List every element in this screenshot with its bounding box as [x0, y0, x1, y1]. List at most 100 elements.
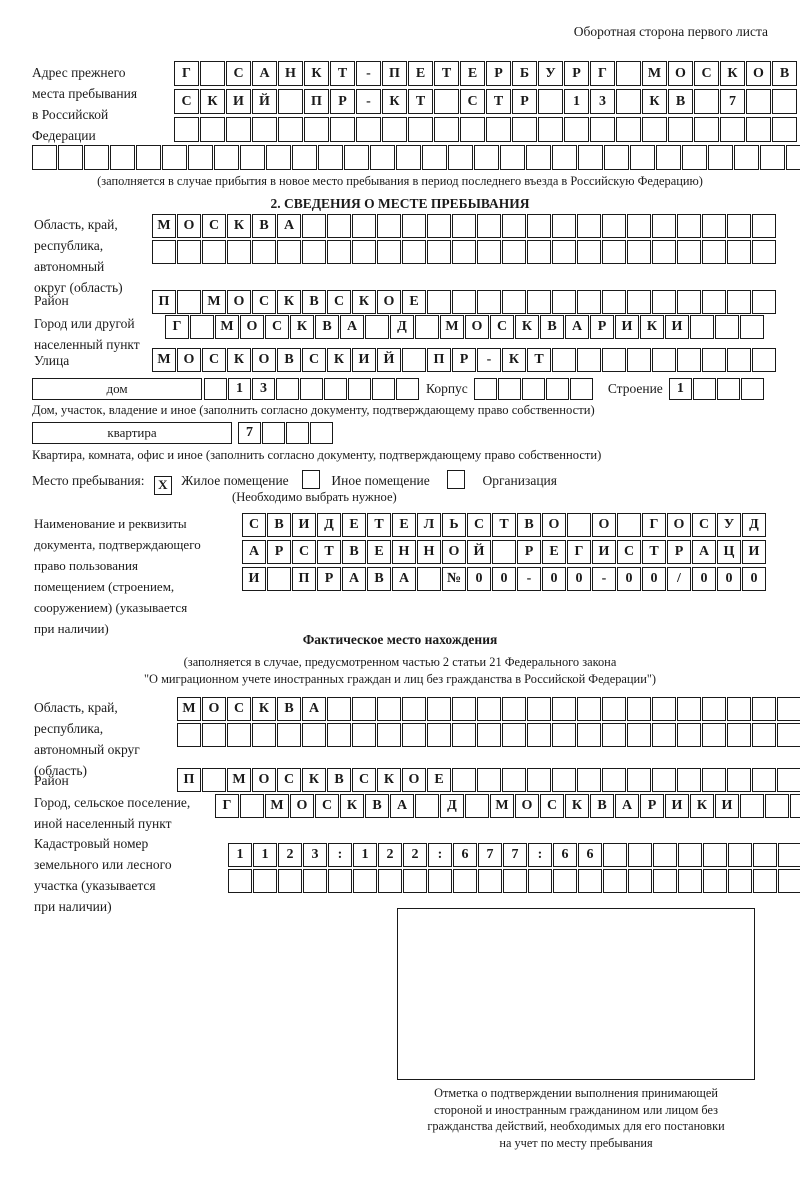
- char-box[interactable]: [702, 697, 726, 721]
- char-box[interactable]: [262, 422, 285, 444]
- char-box[interactable]: В: [772, 61, 797, 86]
- char-box[interactable]: О: [240, 315, 264, 339]
- char-box[interactable]: [777, 768, 800, 792]
- char-box[interactable]: В: [365, 794, 389, 818]
- char-box[interactable]: [652, 240, 676, 264]
- char-box[interactable]: [452, 240, 476, 264]
- char-box[interactable]: 0: [642, 567, 666, 591]
- char-box[interactable]: [627, 768, 651, 792]
- char-box[interactable]: [227, 723, 251, 747]
- char-box[interactable]: [752, 214, 776, 238]
- char-box[interactable]: [746, 89, 771, 114]
- char-box[interactable]: [778, 843, 800, 867]
- char-box[interactable]: Т: [317, 540, 341, 564]
- char-box[interactable]: [694, 89, 719, 114]
- char-box[interactable]: [324, 378, 347, 400]
- char-box[interactable]: Т: [434, 61, 459, 86]
- char-box[interactable]: Р: [486, 61, 511, 86]
- char-box[interactable]: [553, 869, 577, 893]
- char-box[interactable]: [214, 145, 239, 170]
- char-box[interactable]: [677, 768, 701, 792]
- char-box[interactable]: Е: [460, 61, 485, 86]
- char-box[interactable]: Т: [527, 348, 551, 372]
- char-box[interactable]: [616, 89, 641, 114]
- char-box[interactable]: В: [277, 348, 301, 372]
- char-box[interactable]: [602, 290, 626, 314]
- char-box[interactable]: И: [592, 540, 616, 564]
- char-box[interactable]: В: [327, 768, 351, 792]
- char-box[interactable]: Д: [390, 315, 414, 339]
- char-box[interactable]: [267, 567, 291, 591]
- char-box[interactable]: [403, 869, 427, 893]
- char-box[interactable]: [727, 240, 751, 264]
- char-box[interactable]: [653, 869, 677, 893]
- char-box[interactable]: [502, 290, 526, 314]
- char-box[interactable]: [377, 723, 401, 747]
- char-box[interactable]: А: [392, 567, 416, 591]
- char-box[interactable]: [402, 214, 426, 238]
- char-box[interactable]: А: [252, 61, 277, 86]
- flat-field-label[interactable]: квартира: [32, 422, 232, 444]
- char-box[interactable]: [527, 290, 551, 314]
- char-box[interactable]: [253, 869, 277, 893]
- char-box[interactable]: И: [742, 540, 766, 564]
- char-box[interactable]: [177, 290, 201, 314]
- char-box[interactable]: 0: [717, 567, 741, 591]
- stay-option-1-checkbox[interactable]: [302, 470, 321, 489]
- char-box[interactable]: [527, 214, 551, 238]
- char-box[interactable]: :: [428, 843, 452, 867]
- char-box[interactable]: [777, 723, 800, 747]
- char-box[interactable]: [226, 117, 251, 142]
- char-box[interactable]: [278, 869, 302, 893]
- stay-option-2-checkbox[interactable]: [447, 470, 466, 489]
- char-box[interactable]: 1: [228, 378, 251, 400]
- char-box[interactable]: [202, 240, 226, 264]
- char-box[interactable]: [497, 378, 521, 400]
- char-box[interactable]: 0: [742, 567, 766, 591]
- char-box[interactable]: Г: [567, 540, 591, 564]
- char-box[interactable]: 0: [467, 567, 491, 591]
- char-box[interactable]: [552, 348, 576, 372]
- char-box[interactable]: [300, 378, 323, 400]
- char-box[interactable]: О: [177, 348, 201, 372]
- char-box[interactable]: [477, 723, 501, 747]
- char-box[interactable]: К: [565, 794, 589, 818]
- char-box[interactable]: У: [538, 61, 563, 86]
- char-box[interactable]: [772, 117, 797, 142]
- char-box[interactable]: В: [342, 540, 366, 564]
- char-box[interactable]: [656, 145, 681, 170]
- char-box[interactable]: 6: [578, 843, 602, 867]
- char-box[interactable]: П: [177, 768, 201, 792]
- char-box[interactable]: [702, 240, 726, 264]
- char-box[interactable]: -: [592, 567, 616, 591]
- char-box[interactable]: [727, 214, 751, 238]
- char-box[interactable]: С: [302, 348, 326, 372]
- char-box[interactable]: [740, 378, 764, 400]
- stay-option-0-checkbox[interactable]: X: [153, 475, 172, 495]
- char-box[interactable]: [752, 697, 776, 721]
- char-box[interactable]: [417, 567, 441, 591]
- char-box[interactable]: [692, 378, 716, 400]
- char-box[interactable]: [452, 768, 476, 792]
- char-box[interactable]: [427, 723, 451, 747]
- char-box[interactable]: [377, 697, 401, 721]
- char-box[interactable]: [477, 768, 501, 792]
- char-box[interactable]: [303, 869, 327, 893]
- char-box[interactable]: С: [467, 513, 491, 537]
- char-box[interactable]: [428, 869, 452, 893]
- char-box[interactable]: [190, 315, 214, 339]
- char-box[interactable]: К: [382, 89, 407, 114]
- char-box[interactable]: Т: [367, 513, 391, 537]
- char-box[interactable]: [652, 214, 676, 238]
- char-box[interactable]: [677, 290, 701, 314]
- char-box[interactable]: [778, 869, 800, 893]
- char-box[interactable]: [765, 794, 789, 818]
- char-box[interactable]: [200, 117, 225, 142]
- char-box[interactable]: 6: [553, 843, 577, 867]
- char-box[interactable]: М: [642, 61, 667, 86]
- char-box[interactable]: С: [315, 794, 339, 818]
